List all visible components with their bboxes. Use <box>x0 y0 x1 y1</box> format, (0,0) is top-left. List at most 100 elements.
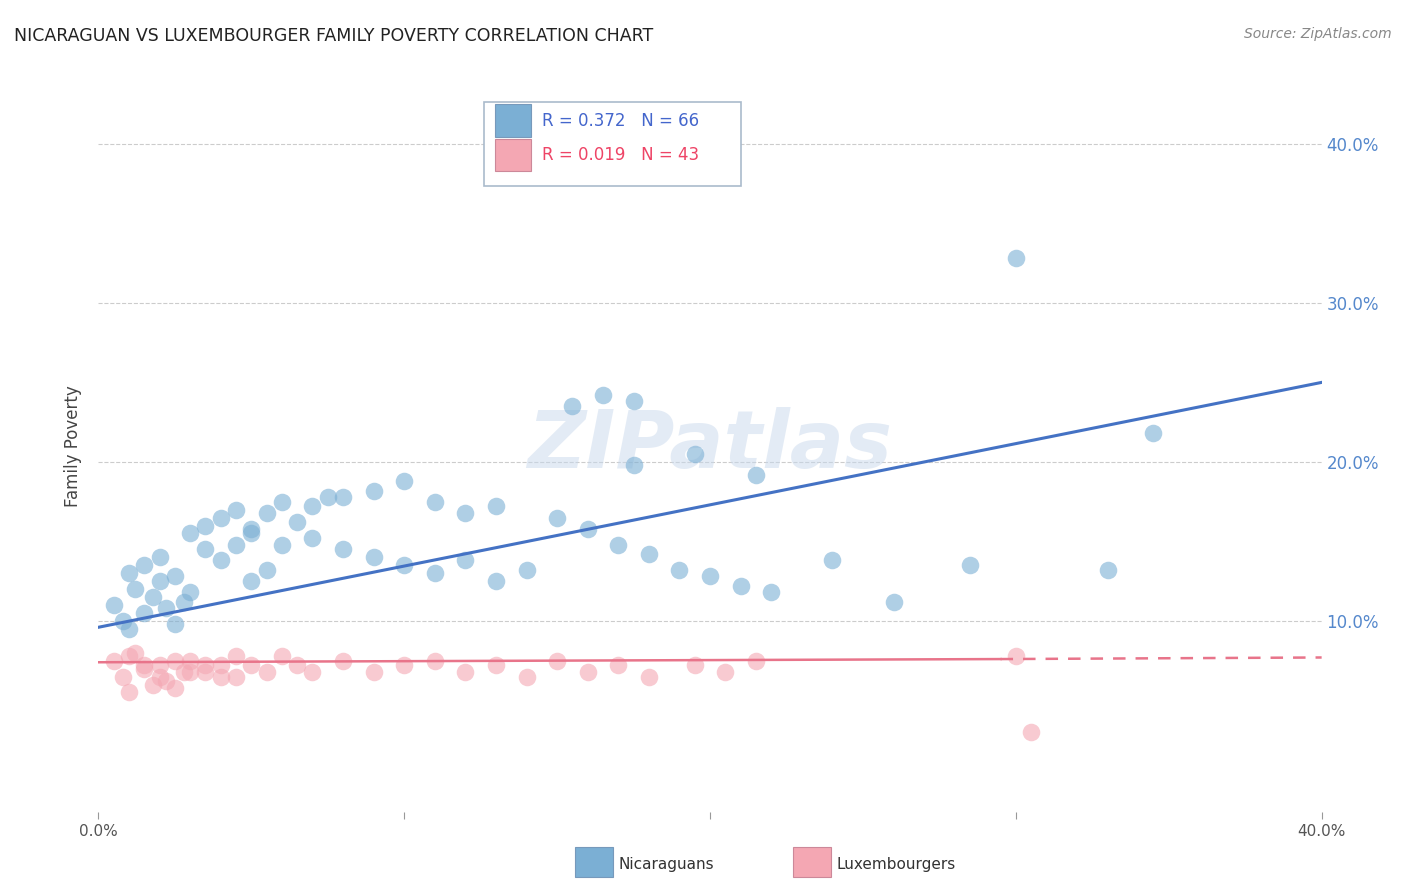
Point <box>637 669 661 683</box>
Point <box>821 553 844 567</box>
Point <box>173 595 195 609</box>
Point <box>745 467 768 482</box>
Point <box>485 500 508 514</box>
Point <box>316 490 339 504</box>
Point <box>546 510 568 524</box>
Point <box>576 665 599 679</box>
Point <box>485 574 508 589</box>
Point <box>730 579 752 593</box>
Point <box>623 394 645 409</box>
Point <box>103 654 125 668</box>
Point <box>883 595 905 609</box>
Point <box>607 538 630 552</box>
Point <box>392 474 416 488</box>
Point <box>149 669 172 683</box>
Point <box>209 553 232 567</box>
Point <box>270 494 292 508</box>
Point <box>1019 725 1042 739</box>
Point <box>118 566 141 581</box>
Point <box>240 526 263 541</box>
Point <box>423 654 446 668</box>
Point <box>134 658 156 673</box>
Point <box>124 646 146 660</box>
Point <box>607 658 630 673</box>
Point <box>256 506 278 520</box>
Point <box>392 658 416 673</box>
Point <box>454 506 477 520</box>
Point <box>301 531 323 545</box>
Point <box>240 658 263 673</box>
Text: NICARAGUAN VS LUXEMBOURGER FAMILY POVERTY CORRELATION CHART: NICARAGUAN VS LUXEMBOURGER FAMILY POVERT… <box>14 27 654 45</box>
Point <box>423 566 446 581</box>
Text: R = 0.019   N = 43: R = 0.019 N = 43 <box>543 146 700 164</box>
Point <box>363 550 385 565</box>
Text: Source: ZipAtlas.com: Source: ZipAtlas.com <box>1244 27 1392 41</box>
Point <box>155 674 177 689</box>
Point <box>332 490 354 504</box>
Point <box>149 550 172 565</box>
Point <box>561 399 583 413</box>
Point <box>1142 426 1164 441</box>
Point <box>134 558 156 573</box>
Point <box>163 569 186 583</box>
Point <box>111 614 134 628</box>
Point <box>103 598 125 612</box>
Point <box>111 669 134 683</box>
Point <box>124 582 146 596</box>
Point <box>423 494 446 508</box>
Point <box>179 654 201 668</box>
Point <box>118 648 141 663</box>
Point <box>194 665 217 679</box>
Point <box>637 547 661 561</box>
Text: Luxembourgers: Luxembourgers <box>837 857 956 871</box>
Point <box>759 585 782 599</box>
Point <box>699 569 721 583</box>
Point <box>332 542 354 557</box>
Point <box>225 502 247 516</box>
Point <box>332 654 354 668</box>
Point <box>285 658 308 673</box>
Point <box>225 648 247 663</box>
Point <box>301 500 323 514</box>
Text: R = 0.372   N = 66: R = 0.372 N = 66 <box>543 112 700 129</box>
Point <box>485 658 508 673</box>
Point <box>209 658 232 673</box>
Point <box>363 665 385 679</box>
Point <box>668 563 690 577</box>
Point <box>142 677 165 691</box>
Point <box>363 483 385 498</box>
Point <box>134 662 156 676</box>
Point <box>714 665 737 679</box>
Point <box>240 522 263 536</box>
Point <box>516 669 538 683</box>
Point <box>546 654 568 668</box>
Y-axis label: Family Poverty: Family Poverty <box>65 385 83 507</box>
FancyBboxPatch shape <box>495 139 531 171</box>
Point <box>209 669 232 683</box>
Point <box>149 574 172 589</box>
Point <box>683 658 706 673</box>
Point <box>285 516 308 530</box>
Text: ZIPatlas: ZIPatlas <box>527 407 893 485</box>
Point <box>225 538 247 552</box>
Point <box>959 558 981 573</box>
Point <box>149 658 172 673</box>
Point <box>1097 563 1119 577</box>
Point <box>163 617 186 632</box>
Point <box>194 542 217 557</box>
Point <box>163 654 186 668</box>
Point <box>301 665 323 679</box>
Point <box>270 648 292 663</box>
Point <box>240 574 263 589</box>
Point <box>179 585 201 599</box>
Point <box>142 590 165 604</box>
Point <box>225 669 247 683</box>
Point <box>179 526 201 541</box>
Point <box>623 458 645 472</box>
Point <box>256 665 278 679</box>
Point <box>194 658 217 673</box>
Point <box>454 553 477 567</box>
Point <box>155 601 177 615</box>
Point <box>194 518 217 533</box>
FancyBboxPatch shape <box>495 104 531 136</box>
